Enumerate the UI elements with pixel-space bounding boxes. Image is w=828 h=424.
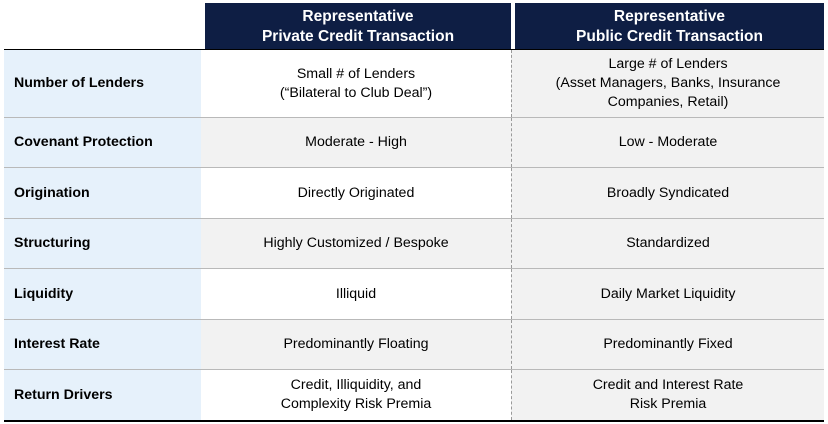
cell-line: Standardized: [626, 235, 710, 251]
public-cell: Predominantly Fixed: [511, 320, 824, 369]
public-cell: Broadly Syndicated: [511, 168, 824, 218]
private-cell: Predominantly Floating: [201, 320, 511, 369]
table-row-number-of-lenders: Number of Lenders Small # of Lenders (“B…: [4, 50, 824, 118]
table-row-covenant-protection: Covenant Protection Moderate - High Low …: [4, 118, 824, 168]
row-label: Return Drivers: [4, 370, 201, 420]
private-cell: Illiquid: [201, 269, 511, 319]
cell-line: Moderate - High: [305, 134, 407, 150]
header-private-line2: Private Credit Transaction: [261, 27, 455, 45]
table-row-structuring: Structuring Highly Customized / Bespoke …: [4, 219, 824, 269]
private-cell: Credit, Illiquidity, and Complexity Risk…: [201, 370, 511, 420]
cell-line: Risk Premia: [629, 396, 707, 412]
cell-line: Small # of Lenders: [296, 65, 416, 82]
row-label: Number of Lenders: [4, 50, 201, 117]
header-private-credit: Representative Private Credit Transactio…: [205, 3, 511, 50]
cell-line: Predominantly Fixed: [603, 336, 733, 352]
private-cell: Directly Originated: [201, 168, 511, 218]
cell-line: Illiquid: [335, 285, 377, 302]
cell-line: Predominantly Floating: [283, 336, 429, 352]
header-public-line2: Public Credit Transaction: [576, 27, 763, 45]
row-label: Liquidity: [4, 269, 201, 319]
header-public-credit: Representative Public Credit Transaction: [515, 3, 824, 50]
cell-line: Daily Market Liquidity: [600, 285, 736, 302]
cell-line: Low - Moderate: [618, 134, 718, 150]
private-cell: Small # of Lenders (“Bilateral to Club D…: [201, 50, 511, 117]
cell-line: Companies, Retail): [607, 94, 729, 110]
table-row-interest-rate: Interest Rate Predominantly Floating Pre…: [4, 320, 824, 370]
row-label: Covenant Protection: [4, 118, 201, 167]
cell-line: (“Bilateral to Club Deal”): [279, 84, 433, 101]
private-cell: Moderate - High: [201, 118, 511, 167]
comparison-table: Number of Lenders Small # of Lenders (“B…: [4, 50, 824, 422]
table-header: Representative Private Credit Transactio…: [0, 3, 828, 50]
cell-line: Credit and Interest Rate: [592, 377, 744, 393]
cell-line: Directly Originated: [297, 184, 415, 201]
row-label: Origination: [4, 168, 201, 218]
table-row-return-drivers: Return Drivers Credit, Illiquidity, and …: [4, 370, 824, 422]
table-row-liquidity: Liquidity Illiquid Daily Market Liquidit…: [4, 269, 824, 320]
cell-line: (Asset Managers, Banks, Insurance: [555, 75, 781, 91]
cell-line: Large # of Lenders: [608, 56, 728, 72]
public-cell: Large # of Lenders (Asset Managers, Bank…: [511, 50, 824, 117]
cell-line: Credit, Illiquidity, and: [290, 377, 422, 393]
public-cell: Standardized: [511, 219, 824, 268]
public-cell: Credit and Interest Rate Risk Premia: [511, 370, 824, 420]
table-row-origination: Origination Directly Originated Broadly …: [4, 168, 824, 219]
public-cell: Daily Market Liquidity: [511, 269, 824, 319]
row-label: Interest Rate: [4, 320, 201, 369]
header-divider: [4, 49, 824, 50]
cell-line: Highly Customized / Bespoke: [263, 235, 449, 251]
cell-line: Broadly Syndicated: [606, 184, 730, 201]
public-cell: Low - Moderate: [511, 118, 824, 167]
header-private-line1: Representative: [302, 7, 414, 25]
header-public-line1: Representative: [613, 7, 726, 25]
private-cell: Highly Customized / Bespoke: [201, 219, 511, 268]
cell-line: Complexity Risk Premia: [280, 396, 432, 412]
row-label: Structuring: [4, 219, 201, 268]
